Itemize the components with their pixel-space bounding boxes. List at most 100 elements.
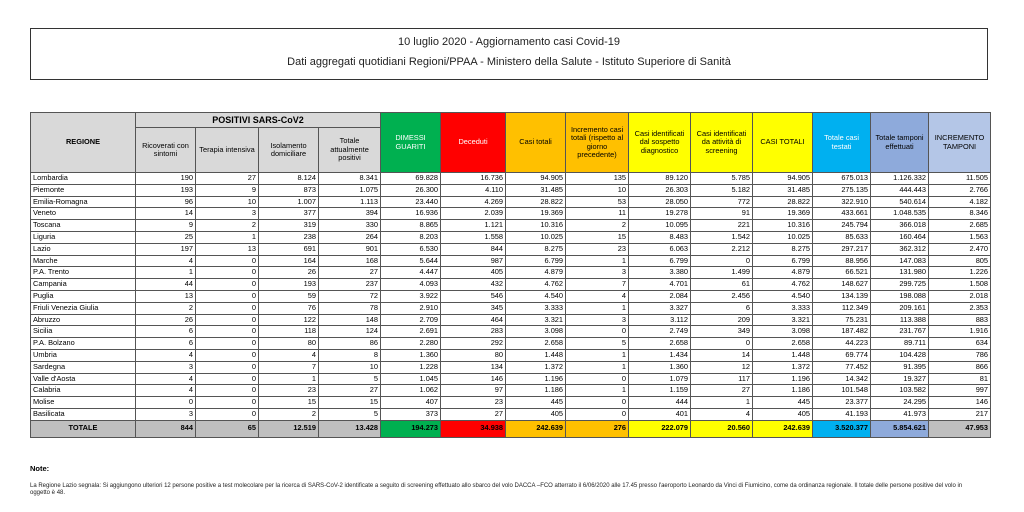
column-header: INCREMENTO TAMPONI: [928, 112, 992, 173]
cell-value: 1.196: [752, 372, 814, 386]
cell-value: 0: [195, 337, 259, 350]
region-name: TOTALE: [30, 419, 136, 438]
cell-value: 221: [690, 219, 754, 232]
cell-value: 805: [928, 254, 992, 268]
cell-value: 28.822: [752, 195, 814, 209]
cell-value: 1.126.332: [870, 172, 930, 185]
cell-value: 3: [195, 207, 259, 221]
cell-value: 19.278: [628, 207, 692, 221]
cell-value: 8.341: [317, 172, 382, 185]
cell-value: 634: [928, 337, 992, 350]
cell-value: 2.280: [380, 337, 442, 350]
cell-value: 4.540: [752, 289, 814, 303]
cell-value: 1.007: [258, 195, 319, 209]
cell-value: 3.321: [752, 313, 814, 327]
data-table: REGIONE POSITIVI SARS-CoV2 DIMESSI GUARITI…: [30, 112, 992, 438]
cell-value: 197: [135, 242, 196, 256]
cell-value: 117: [690, 372, 754, 386]
cell-value: 1.508: [928, 278, 992, 291]
cell-value: 69.828: [380, 172, 442, 185]
cell-value: 104.428: [870, 348, 930, 362]
cell-value: 28.822: [505, 195, 567, 209]
cell-value: 1.563: [928, 230, 992, 244]
cell-value: 5: [317, 407, 382, 421]
column-header: Ricoverati con sintomi: [135, 127, 196, 173]
cell-value: 26.300: [380, 183, 442, 197]
region-row: Emilia-Romagna 96 10 1.007 1.113 23.440 4.269 2…: [30, 195, 992, 209]
cell-value: 148.627: [812, 278, 872, 291]
cell-value: 0: [195, 313, 259, 327]
cell-value: 0: [195, 360, 259, 374]
cell-value: 91.395: [870, 360, 930, 374]
cell-value: 4.879: [752, 266, 814, 280]
cell-value: 292: [440, 337, 507, 350]
cell-value: 283: [440, 325, 507, 339]
cell-value: 1: [135, 266, 196, 280]
region-row: Molise 0 0 15 15 407 23 445 0 444 1 445 23.377 24.295…: [30, 396, 992, 409]
region-name: Lombardia: [30, 172, 136, 185]
cell-value: 3: [565, 266, 630, 280]
region-row: Umbria 4 0 4 8 1.360 80 1.448 1 1.434 14 1.448 69.77…: [30, 348, 992, 362]
cell-value: 8.124: [258, 172, 319, 185]
cell-value: 94.905: [505, 172, 567, 185]
cell-value: 1.062: [380, 384, 442, 398]
cell-value: 88.956: [812, 254, 872, 268]
cell-value: 1.360: [380, 348, 442, 362]
column-header: Deceduti: [440, 112, 507, 173]
cell-value: 10.316: [505, 219, 567, 232]
cell-value: 373: [380, 407, 442, 421]
cell-value: 5.785: [690, 172, 754, 185]
region-name: Sicilia: [30, 325, 136, 339]
cell-value: 15: [258, 396, 319, 409]
cell-value: 1.448: [505, 348, 567, 362]
region-name: Puglia: [30, 289, 136, 303]
region-row: Sicilia 6 0 118 124 2.691 283 3.098 0 2.749 349 3.0…: [30, 325, 992, 339]
cell-value: 4.269: [440, 195, 507, 209]
cell-value: 24.295: [870, 396, 930, 409]
notes-text: La Regione Lazio segnala: Si aggiungono …: [30, 483, 963, 496]
cell-value: 112.349: [812, 301, 872, 315]
cell-value: 0: [690, 254, 754, 268]
region-name: Calabria: [30, 384, 136, 398]
cell-value: 0: [195, 407, 259, 421]
cell-value: 15: [317, 396, 382, 409]
cell-value: 0: [195, 254, 259, 268]
cell-value: 53: [565, 195, 630, 209]
region-name: Sardegna: [30, 360, 136, 374]
cell-value: 4: [135, 254, 196, 268]
cell-value: 103.582: [870, 384, 930, 398]
cell-value: 187.482: [812, 325, 872, 339]
cell-value: 1: [565, 301, 630, 315]
cell-value: 1.558: [440, 230, 507, 244]
cell-value: 3.327: [628, 301, 692, 315]
cell-value: 222.079: [628, 419, 692, 438]
cell-value: 89.120: [628, 172, 692, 185]
subtitle: Dati aggregati quotidiani Regioni/PPAA -…: [287, 56, 731, 68]
cell-value: 80: [258, 337, 319, 350]
cell-value: 2.709: [380, 313, 442, 327]
cell-value: 27: [317, 384, 382, 398]
cell-value: 9: [135, 219, 196, 232]
region-name: Veneto: [30, 207, 136, 221]
cell-value: 14.342: [812, 372, 872, 386]
cell-value: 362.312: [870, 242, 930, 256]
cell-value: 2.766: [928, 183, 992, 197]
cell-value: 7: [258, 360, 319, 374]
cell-value: 1.372: [752, 360, 814, 374]
cell-value: 0: [195, 301, 259, 315]
column-header: Casi identificati dal sospetto diagnosti…: [628, 112, 692, 173]
header-box: 10 luglio 2020 - Aggiornamento casi Covi…: [30, 28, 988, 80]
cell-value: 6.799: [505, 254, 567, 268]
cell-value: 4: [565, 289, 630, 303]
cell-value: 135: [565, 172, 630, 185]
cell-value: 1: [258, 372, 319, 386]
region-row: Lazio 197 13 691 901 6.530 844 8.275 23 6.063 2.21…: [30, 242, 992, 256]
cell-value: 2.018: [928, 289, 992, 303]
cell-value: 445: [752, 396, 814, 409]
cell-value: 8.275: [752, 242, 814, 256]
cell-value: 1.434: [628, 348, 692, 362]
cell-value: 444: [628, 396, 692, 409]
cell-value: 78: [317, 301, 382, 315]
cell-value: 245.794: [812, 219, 872, 232]
cell-value: 405: [752, 407, 814, 421]
